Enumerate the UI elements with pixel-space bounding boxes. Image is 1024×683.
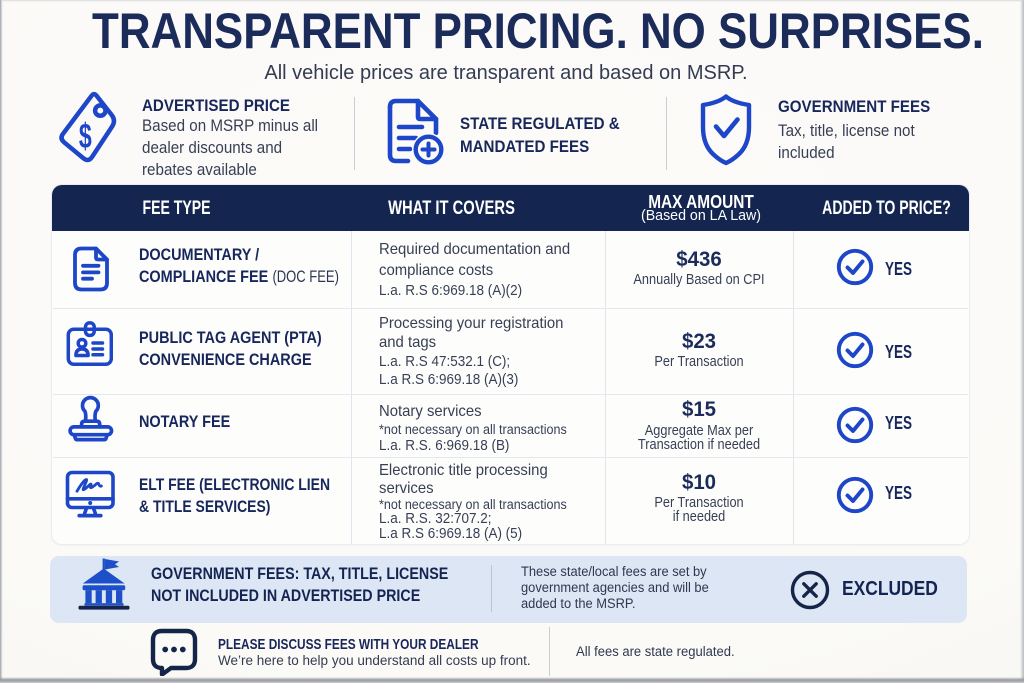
svg-text:$: $ [79, 117, 92, 156]
